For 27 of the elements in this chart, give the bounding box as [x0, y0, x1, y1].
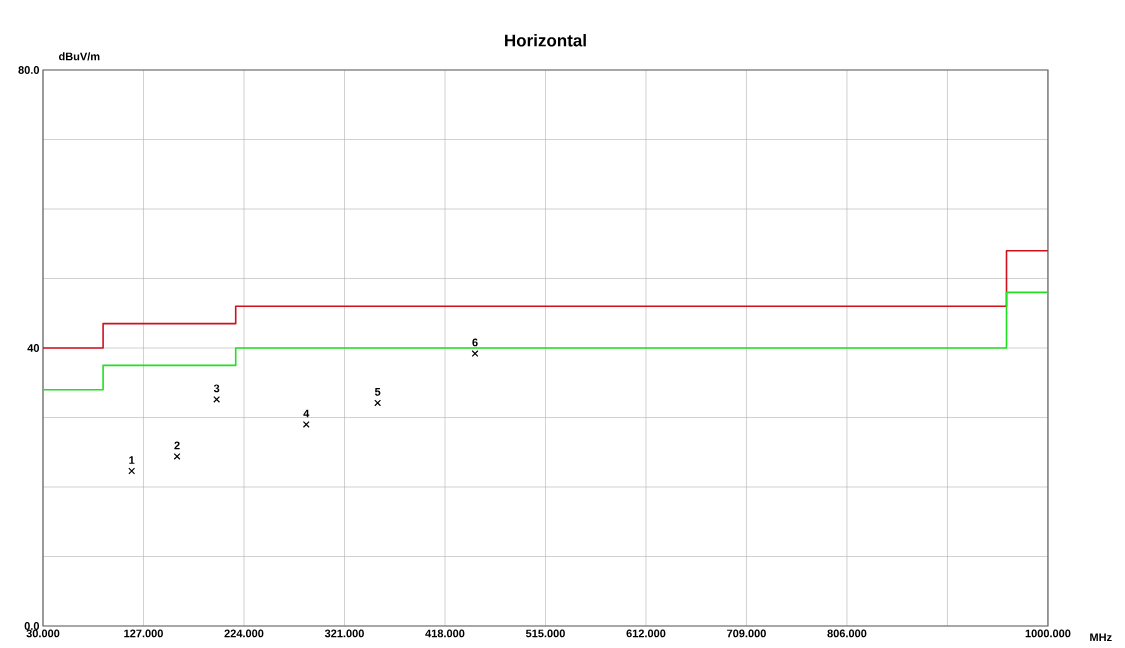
x-tick-label: 30.000: [26, 629, 60, 638]
x-tick-label: 515.000: [525, 629, 565, 638]
point: [374, 399, 382, 407]
point: [128, 467, 136, 475]
y-tick-label: 80.0: [18, 66, 40, 74]
x-tick-label: 612.000: [626, 629, 666, 638]
point: [471, 350, 479, 357]
annotation: 1: [129, 456, 135, 464]
annotation: 2: [174, 441, 180, 450]
annotation: 3: [213, 384, 220, 393]
x-tick-label: 806.000: [827, 629, 867, 638]
point: [173, 452, 181, 460]
x-tick-label: 321.000: [324, 629, 364, 638]
annotation: 4: [303, 409, 310, 418]
annotation: 5: [374, 388, 381, 396]
x-tick-label: 224.000: [224, 629, 264, 638]
y-tick-label: 40: [27, 344, 40, 352]
x-tick-label: 709.000: [727, 629, 766, 638]
annotation: 6: [472, 338, 478, 347]
x-tick-label: 1000.000: [1025, 629, 1071, 638]
y-axis-title: dBuV/m: [58, 52, 100, 61]
x-tick-label: 127.000: [124, 629, 163, 638]
point: [302, 421, 310, 428]
x-axis-title: MHz: [1090, 633, 1112, 642]
chart-title: Horizontal: [505, 34, 586, 47]
x-tick-label: 418.000: [425, 629, 465, 638]
y-tick-label: 0.0: [24, 622, 40, 630]
